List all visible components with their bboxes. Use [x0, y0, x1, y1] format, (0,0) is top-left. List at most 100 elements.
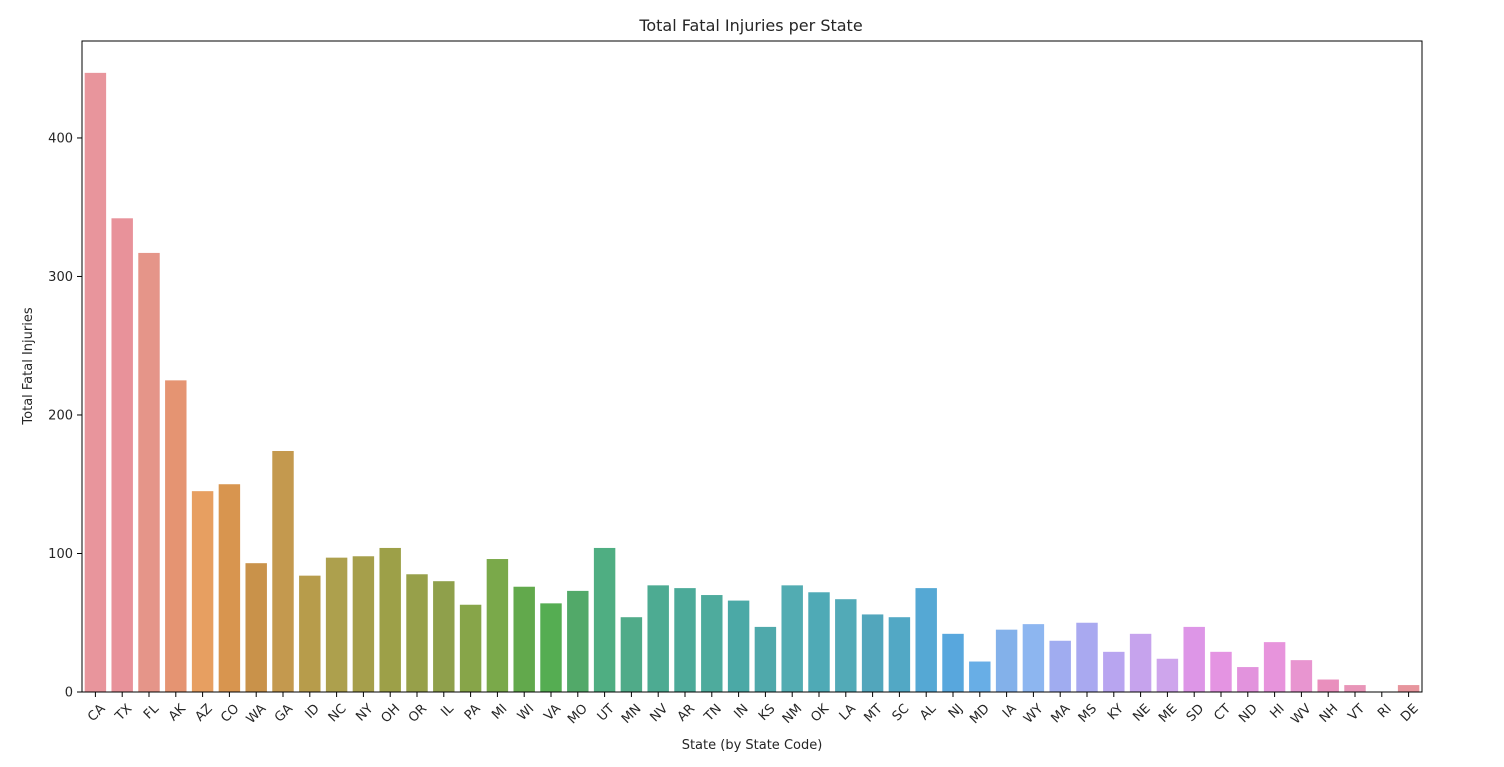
x-tick-label: WV: [1288, 701, 1314, 727]
x-tick-label: MD: [967, 701, 993, 727]
x-tick-label: OR: [406, 701, 430, 725]
bar-ia: [995, 629, 1018, 692]
x-tick-label: MT: [861, 701, 885, 725]
y-tick-label: 200: [48, 408, 73, 423]
bar-ca: [84, 72, 107, 693]
y-tick-label: 300: [48, 270, 73, 285]
bar-ga: [272, 450, 294, 692]
x-tick-label: NJ: [946, 701, 966, 721]
x-tick-label: NE: [1130, 701, 1153, 724]
bar-or: [406, 574, 428, 692]
bar-hi: [1263, 642, 1286, 692]
bar-nm: [781, 585, 803, 692]
x-tick-label: HI: [1267, 701, 1287, 721]
x-tick-label: RI: [1375, 701, 1395, 721]
x-tick-label: AR: [675, 701, 698, 724]
x-tick-label: WI: [515, 701, 537, 723]
bar-ok: [808, 592, 830, 692]
x-tick-label: IL: [438, 701, 457, 720]
x-tick-label: DE: [1398, 701, 1422, 725]
bar-nv: [647, 585, 669, 692]
x-tick-label: MS: [1076, 701, 1100, 725]
x-axis: CA TX FL AK AZ CO WA GA ID NC NY OH OR IL PA MI WI VA MO UT…: [85, 692, 1422, 727]
x-tick-label: ME: [1156, 701, 1180, 725]
bar-fl: [138, 252, 160, 693]
bar-ny: [352, 556, 375, 692]
bar-ky: [1103, 651, 1125, 692]
bar-ct: [1210, 651, 1232, 692]
bar-pa: [459, 604, 482, 692]
bar-me: [1156, 658, 1179, 692]
bar-al: [915, 588, 937, 692]
bar-nj: [942, 633, 964, 692]
x-tick-label: IN: [731, 701, 751, 721]
chart-title: Total Fatal Injuries per State: [638, 16, 862, 35]
bar-nh: [1317, 679, 1339, 692]
bar-ms: [1076, 622, 1098, 692]
x-tick-label: NV: [647, 701, 671, 725]
bar-va: [540, 603, 562, 692]
y-tick-label: 0: [65, 686, 73, 701]
bar-ma: [1049, 640, 1071, 692]
y-axis: 0 100 200 300 400: [48, 131, 82, 701]
bar-az: [191, 491, 214, 692]
bar-nd: [1237, 667, 1259, 692]
bar-tx: [111, 218, 133, 692]
bar-sd: [1183, 626, 1205, 692]
bar-ar: [674, 588, 696, 692]
x-tick-label: CT: [1211, 701, 1234, 724]
x-axis-title: State (by State Code): [682, 738, 823, 753]
x-tick-label: FL: [141, 701, 163, 723]
x-tick-label: NH: [1317, 701, 1341, 725]
x-tick-label: UT: [595, 701, 618, 724]
bar-id: [299, 575, 321, 692]
bar-mi: [486, 559, 509, 692]
bars: [84, 72, 1420, 693]
x-tick-label: SC: [890, 701, 913, 724]
x-tick-label: MN: [619, 701, 644, 726]
x-tick-label: WY: [1021, 701, 1046, 726]
x-tick-label: PA: [462, 701, 484, 723]
x-tick-label: NC: [326, 701, 350, 725]
bar-ne: [1129, 633, 1152, 692]
x-tick-label: CO: [218, 701, 242, 725]
bar-wv: [1290, 660, 1313, 692]
bar-mn: [620, 617, 643, 692]
x-tick-label: KY: [1105, 701, 1127, 723]
bar-in: [727, 600, 750, 692]
x-tick-label: AK: [166, 701, 189, 724]
x-tick-label: KS: [756, 701, 778, 723]
bar-nc: [325, 557, 348, 692]
x-tick-label: NM: [780, 701, 805, 726]
bar-mo: [567, 590, 589, 692]
bar-wy: [1022, 624, 1045, 692]
bar-vt: [1344, 685, 1366, 692]
x-tick-label: VA: [541, 701, 564, 724]
bar-oh: [379, 547, 401, 692]
x-tick-label: AZ: [192, 701, 215, 724]
bar-wa: [245, 563, 267, 692]
bar-ks: [754, 626, 777, 692]
y-axis-title: Total Fatal Injuries: [21, 307, 36, 425]
y-tick-label: 400: [48, 131, 73, 146]
x-tick-label: MI: [489, 701, 510, 722]
x-tick-label: ND: [1236, 701, 1261, 726]
bar-sc: [888, 617, 911, 692]
bar-ak: [165, 380, 187, 692]
x-tick-label: GA: [272, 701, 296, 725]
x-tick-label: OK: [808, 701, 832, 725]
bar-de: [1397, 685, 1420, 692]
x-tick-label: VT: [1346, 701, 1369, 724]
bar-md: [969, 661, 991, 692]
x-tick-label: MA: [1048, 701, 1073, 726]
bar-la: [835, 599, 857, 692]
x-tick-label: NY: [353, 701, 376, 724]
y-tick-label: 100: [48, 547, 73, 562]
bar-co: [218, 484, 241, 692]
bar-wi: [513, 586, 535, 692]
bar-ut: [593, 547, 616, 692]
bar-il: [433, 581, 455, 692]
x-tick-label: CA: [85, 701, 108, 724]
